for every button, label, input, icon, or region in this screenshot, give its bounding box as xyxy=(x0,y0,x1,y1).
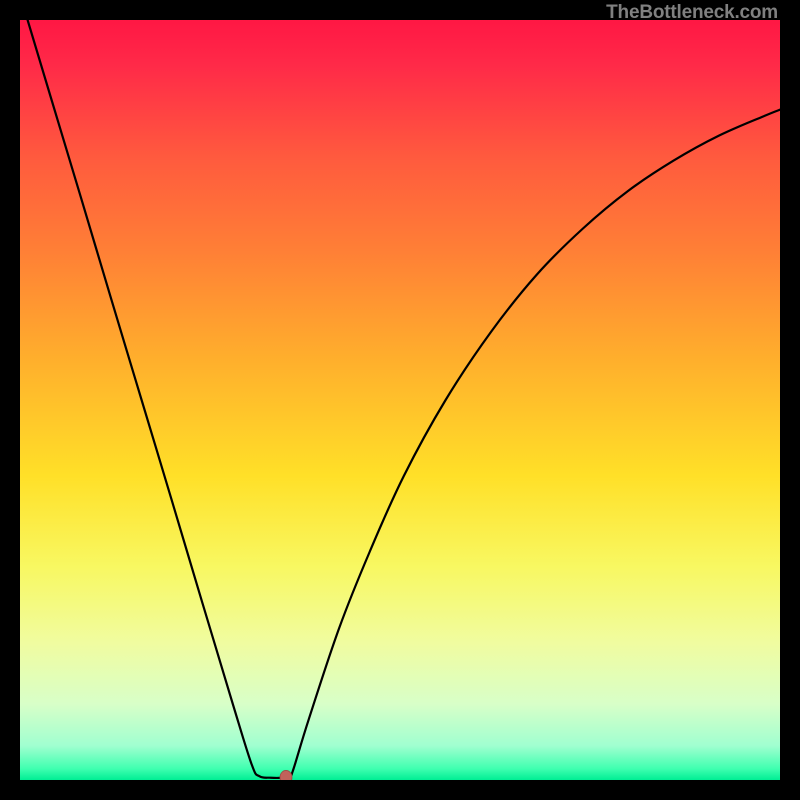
optimum-marker xyxy=(280,770,292,780)
chart-svg xyxy=(20,20,780,780)
gradient-background xyxy=(20,20,780,780)
watermark-text: TheBottleneck.com xyxy=(606,2,778,24)
plot-area xyxy=(20,20,780,780)
chart-frame: TheBottleneck.com xyxy=(0,0,800,800)
